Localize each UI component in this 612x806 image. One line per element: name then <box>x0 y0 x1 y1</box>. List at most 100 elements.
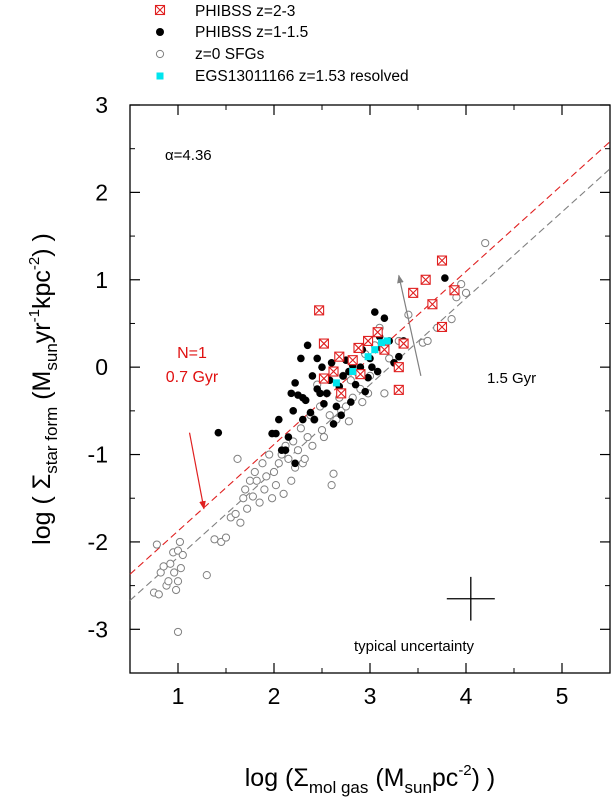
phibss-z115-point <box>337 411 346 420</box>
phibss-z23-point <box>334 351 345 362</box>
series-sfg-z0 <box>149 238 490 637</box>
phibss-z23-cross-b <box>336 388 347 399</box>
x-tick-label: 5 <box>556 683 569 709</box>
phibss-z115-point <box>275 415 283 424</box>
sfg-point <box>152 540 161 549</box>
sfg-point <box>327 481 336 490</box>
phibss-z115-point <box>308 372 317 380</box>
sfg-point <box>159 562 168 571</box>
y-tick-label: 3 <box>95 92 108 118</box>
phibss-z115-point <box>361 387 370 396</box>
phibss-z23-cross-b <box>437 255 447 266</box>
series-phibss-z115 <box>214 274 449 468</box>
phibss-z23-cross-b <box>319 338 329 349</box>
phibss-z23-point <box>436 321 448 333</box>
phibss-z23-cross-b <box>372 327 383 338</box>
sfg-point <box>269 467 279 477</box>
sfg-point <box>170 568 179 577</box>
typical-uncertainty-label: typical uncertainty <box>354 638 475 655</box>
sfg-point <box>236 518 245 527</box>
sfg-point <box>250 467 259 477</box>
sfg-point <box>252 476 261 485</box>
phibss-z115-point <box>306 408 315 417</box>
sfg-point <box>258 459 267 468</box>
phibss-z23-point <box>408 287 419 298</box>
grey-line-label: 1.5 Gyr <box>487 370 536 387</box>
phibss-z23-cross-b <box>334 351 345 362</box>
phibss-z115-point <box>339 372 347 380</box>
phibss-z23-cross-b <box>319 373 329 384</box>
egs-point <box>371 346 379 354</box>
egs-point <box>332 379 340 387</box>
phibss-z115-point <box>318 363 326 371</box>
legend-marker-phibss-z23 <box>154 4 166 16</box>
legend-label-egs: EGS13011166 z=1.53 resolved <box>195 68 409 85</box>
phibss-z115-point <box>329 420 338 428</box>
sfg-point <box>255 498 264 507</box>
phibss-z23-cross-b <box>347 355 358 366</box>
phibss-z23-point <box>398 338 409 349</box>
phibss-z115-point <box>303 341 312 350</box>
phibss-z23-point <box>355 369 366 380</box>
sfg-point <box>221 533 231 542</box>
sfg-point <box>289 437 298 446</box>
phibss-z23-point <box>449 285 460 296</box>
phibss-z115-point <box>301 396 310 405</box>
y-tick-label: 0 <box>95 354 108 380</box>
legend-marker-phibss-z115 <box>156 28 164 36</box>
sfg-point <box>154 590 163 599</box>
phibss-z23-cross-b <box>328 366 339 377</box>
phibss-z115-point <box>291 379 299 387</box>
sfg-point <box>164 577 173 586</box>
phibss-z115-point <box>284 433 293 441</box>
phibss-z23-cross-b <box>437 322 447 332</box>
sfg-point <box>344 417 353 426</box>
phibss-z115-point <box>281 446 290 454</box>
sfg-point <box>178 550 187 560</box>
phibss-z115-point <box>395 352 403 361</box>
sfg-point <box>210 535 219 544</box>
sfg-point <box>303 432 312 442</box>
sfg-point <box>271 481 281 490</box>
legend-label-phibss-z23: PHIBSS z=2-3 <box>195 3 295 20</box>
y-tick-label: -3 <box>88 616 108 642</box>
sfg-point <box>308 441 317 450</box>
phibss-z115-point <box>287 389 296 398</box>
sfg-point <box>260 485 269 494</box>
x-tick-label: 3 <box>364 683 377 709</box>
phibss-z115-point <box>316 389 324 398</box>
egs-point <box>378 339 386 347</box>
sfg-point <box>231 509 240 519</box>
phibss-z23-point <box>336 388 347 399</box>
y-tick-label: -1 <box>88 442 108 468</box>
phibss-z115-point <box>351 380 360 389</box>
sfg-point <box>423 336 432 346</box>
sfg-point <box>267 494 277 503</box>
sfg-point <box>202 571 211 580</box>
phibss-z115-point <box>299 415 307 424</box>
sfg-point <box>262 472 271 481</box>
phibss-z115-point <box>291 459 299 468</box>
y-axis: 3 2 1 0 -1 -2 -3 <box>88 92 610 674</box>
sfg-point <box>274 459 283 468</box>
legend-label-phibss-z115: PHIBSS z=1-1.5 <box>195 24 308 41</box>
phibss-z115-point <box>347 398 355 406</box>
sfg-point <box>171 585 181 595</box>
x-tick-label: 4 <box>460 683 473 709</box>
phibss-z23-cross-b <box>363 336 373 346</box>
phibss-z115-point <box>323 389 331 398</box>
phibss-z23-cross-b <box>393 384 404 395</box>
phibss-z115-point <box>272 429 280 438</box>
phibss-z115-point <box>380 314 389 323</box>
phibss-z115-point <box>320 400 328 408</box>
phibss-z115-point <box>356 363 365 371</box>
phibss-z115-point <box>297 354 305 363</box>
sfg-point <box>447 314 456 324</box>
sfg-point <box>243 504 252 513</box>
sfg-point <box>241 485 250 494</box>
y-tick-label: 2 <box>95 179 108 205</box>
legend-marker-sfg-z0 <box>155 49 165 59</box>
sfg-point <box>173 627 183 637</box>
phibss-z23-point <box>314 305 325 316</box>
